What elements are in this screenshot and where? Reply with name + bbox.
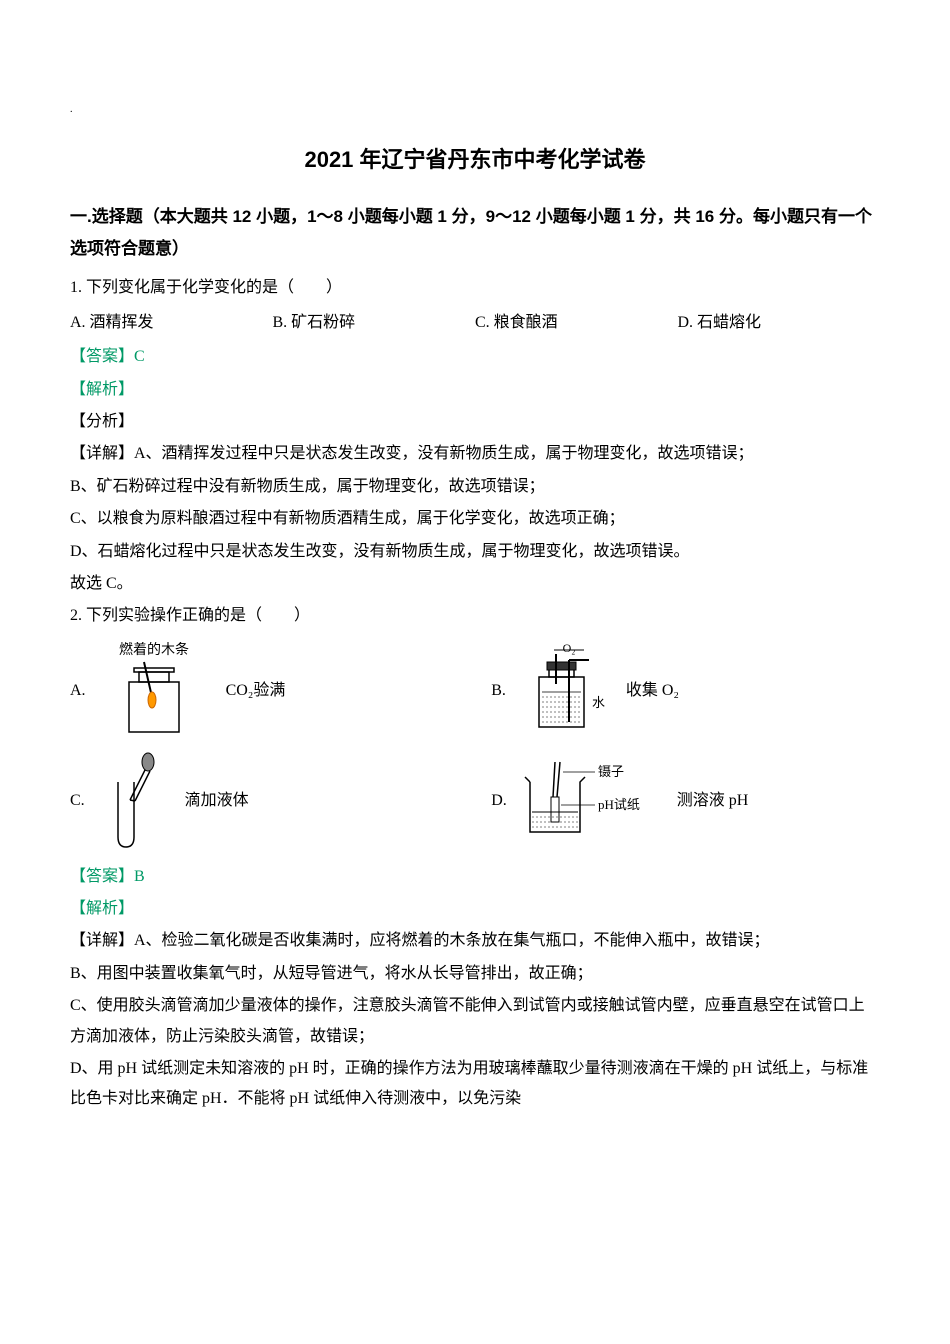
- co2-test-diagram-icon: 燃着的木条: [94, 642, 214, 742]
- q1-option-a: A. 酒精挥发: [70, 308, 273, 338]
- q2-opt-d-label: D.: [491, 786, 507, 816]
- ph-test-diagram-icon: 镊子 pH试纸: [515, 757, 665, 847]
- q1-option-b: B. 矿石粉碎: [273, 308, 476, 338]
- tweezers-label: 镊子: [598, 764, 624, 779]
- q2-diagram-row-2: C. 滴加液体 D.: [70, 752, 880, 852]
- q1-answer: 【答案】C: [70, 342, 880, 372]
- q2-desc-c: 滴加液体: [185, 786, 249, 816]
- section-header: 一.选择题（本大题共 12 小题，1～8 小题每小题 1 分，9～12 小题每小…: [70, 201, 880, 266]
- q2-desc-b: 收集 O₂: [626, 676, 679, 706]
- o2-label: O₂: [562, 642, 575, 655]
- question-1-text: 1. 下列变化属于化学变化的是（ ）: [70, 273, 880, 303]
- q1-detail-b: B、矿石粉碎过程中没有新物质生成，属于物理变化，故选项错误；: [70, 472, 880, 502]
- q2-diagram-a: A. 燃着的木条 CO₂验满: [70, 642, 459, 742]
- q2-diagram-d: D. 镊子 pH试纸 测溶液 pH: [491, 757, 880, 847]
- water-label: 水: [592, 695, 605, 710]
- q2-detail-b: B、用图中装置收集氧气时，从短导管进气，将水从长导管排出，故正确；: [70, 959, 880, 989]
- top-marker: .: [70, 100, 880, 119]
- q1-conclusion: 故选 C。: [70, 569, 880, 599]
- collect-o2-diagram-icon: O₂ 水: [514, 642, 614, 742]
- q2-desc-d: 测溶液 pH: [677, 786, 749, 816]
- q2-analysis-label: 【解析】: [70, 894, 880, 924]
- q2-answer: 【答案】B: [70, 862, 880, 892]
- page-title: 2021 年辽宁省丹东市中考化学试卷: [70, 139, 880, 181]
- q2-opt-b-label: B.: [491, 676, 506, 706]
- q1-analysis-label: 【解析】: [70, 375, 880, 405]
- dropper-diagram-icon: [93, 752, 173, 852]
- q2-diagram-b: B. O₂ 水 收集 O₂: [491, 642, 880, 742]
- ph-paper-label: pH试纸: [598, 797, 640, 812]
- q1-option-c: C. 粮食酿酒: [475, 308, 678, 338]
- q2-detail-d: D、用 pH 试纸测定未知溶液的 pH 时，正确的操作方法为用玻璃棒蘸取少量待测…: [70, 1054, 880, 1115]
- q2-opt-a-label: A.: [70, 676, 86, 706]
- q2-diagram-c: C. 滴加液体: [70, 752, 459, 852]
- q2-diagram-row-1: A. 燃着的木条 CO₂验满 B. O₂: [70, 642, 880, 742]
- q1-detail-a: 【详解】A、酒精挥发过程中只是状态发生改变，没有新物质生成，属于物理变化，故选项…: [70, 439, 880, 469]
- wood-stick-label: 燃着的木条: [119, 642, 189, 658]
- q1-detail-c: C、以粮食为原料酿酒过程中有新物质酒精生成，属于化学变化，故选项正确；: [70, 504, 880, 534]
- question-1-options: A. 酒精挥发 B. 矿石粉碎 C. 粮食酿酒 D. 石蜡熔化: [70, 308, 880, 338]
- q1-option-d: D. 石蜡熔化: [678, 308, 881, 338]
- q2-desc-a: CO₂验满: [226, 676, 286, 706]
- question-2-text: 2. 下列实验操作正确的是（ ）: [70, 601, 880, 631]
- q2-detail-a: 【详解】A、检验二氧化碳是否收集满时，应将燃着的木条放在集气瓶口，不能伸入瓶中，…: [70, 926, 880, 956]
- q2-opt-c-label: C.: [70, 786, 85, 816]
- q1-sub-label: 【分析】: [70, 407, 880, 437]
- q2-detail-c: C、使用胶头滴管滴加少量液体的操作，注意胶头滴管不能伸入到试管内或接触试管内壁，…: [70, 991, 880, 1052]
- q1-detail-d: D、石蜡熔化过程中只是状态发生改变，没有新物质生成，属于物理变化，故选项错误。: [70, 537, 880, 567]
